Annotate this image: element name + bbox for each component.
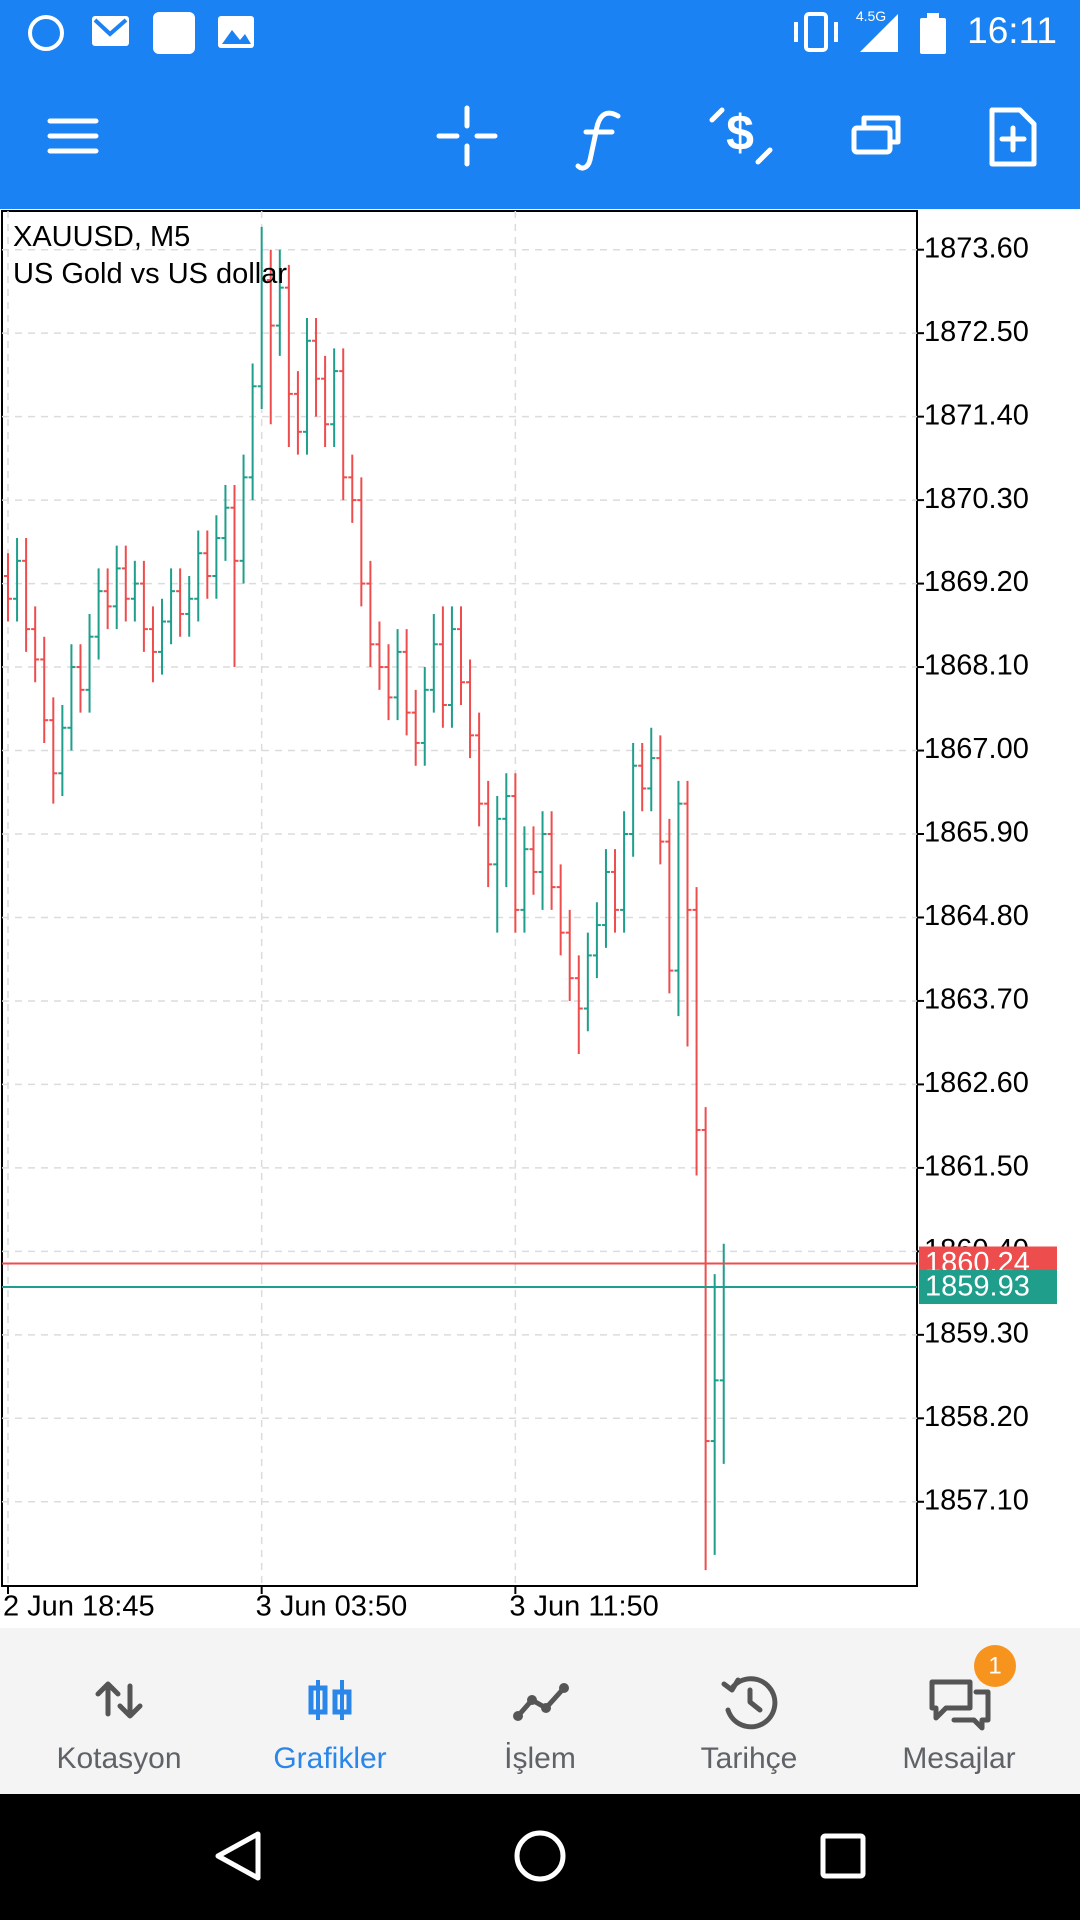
tab-history[interactable]: Tarihçe: [701, 1676, 798, 1775]
price-tag: [919, 1270, 1057, 1305]
y-tick-label: 1862.60: [924, 1067, 1029, 1099]
x-tick-label: 3 Jun 03:50: [256, 1591, 408, 1623]
network-type: 4.5G: [856, 8, 886, 24]
chart-title: XAUUSD, M5: [13, 221, 190, 253]
windows-button[interactable]: [851, 115, 901, 155]
new-order-button[interactable]: [989, 107, 1037, 167]
tab-label: Grafikler: [273, 1742, 386, 1775]
tab-label: Tarihçe: [701, 1742, 798, 1775]
price-tag-label: 1859.93: [925, 1271, 1030, 1303]
system-nav: [0, 1794, 1080, 1920]
svg-text:$: $: [726, 105, 754, 161]
y-tick-label: 1871.40: [924, 399, 1029, 431]
indicators-button[interactable]: [575, 110, 621, 171]
badge: [974, 1645, 1016, 1687]
x-tick-label: 3 Jun 11:50: [509, 1591, 658, 1623]
y-tick-label: 1867.00: [924, 733, 1029, 765]
y-tick-label: 1861.50: [924, 1151, 1029, 1183]
chart-subtitle: US Gold vs US dollar: [13, 258, 287, 290]
y-tick-label: 1863.70: [924, 984, 1029, 1016]
tab-quotes[interactable]: Kotasyon: [56, 1681, 182, 1775]
y-tick-label: 1872.50: [924, 316, 1029, 348]
y-tick-label: 1857.10: [924, 1484, 1029, 1516]
back-button[interactable]: [215, 1831, 261, 1881]
chart-frame: [1, 210, 918, 1587]
trade-button[interactable]: $: [709, 105, 773, 165]
y-tick-label: 1864.80: [924, 900, 1029, 932]
home-button[interactable]: [514, 1830, 566, 1882]
x-tick-label: 2 Jun 18:45: [3, 1591, 155, 1623]
bottom-nav: [0, 1628, 1080, 1794]
tab-label: İşlem: [504, 1742, 576, 1775]
badge-count: 1: [988, 1652, 1001, 1679]
tab-messages[interactable]: Mesajlar: [902, 1679, 1016, 1775]
y-tick-label: 1859.30: [924, 1317, 1029, 1349]
clock: 16:11: [967, 10, 1057, 51]
menu-button[interactable]: [47, 118, 99, 154]
chart: [2, 211, 917, 1586]
tab-label: Mesajlar: [902, 1742, 1015, 1775]
y-tick-label: 1869.20: [924, 566, 1029, 598]
y-tick-label: 1873.60: [924, 232, 1029, 264]
y-tick-label: 1858.20: [924, 1401, 1029, 1433]
tab-trade[interactable]: İşlem: [504, 1683, 576, 1775]
recents-button[interactable]: [820, 1833, 866, 1879]
tab-label: Kotasyon: [56, 1742, 181, 1775]
y-tick-label: 1868.10: [924, 650, 1029, 682]
tab-charts[interactable]: Grafikler: [273, 1680, 387, 1775]
y-tick-label: 1865.90: [924, 817, 1029, 849]
status-icons: [28, 12, 946, 54]
y-tick-label: 1870.30: [924, 483, 1029, 515]
crosshair-button[interactable]: [436, 105, 498, 167]
